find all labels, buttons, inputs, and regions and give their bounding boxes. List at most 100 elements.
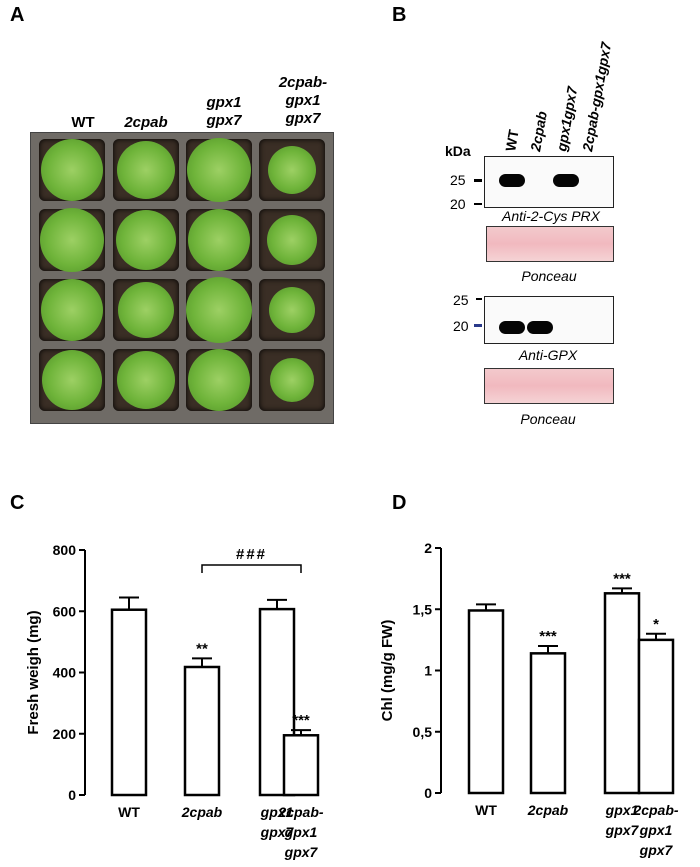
bar: [529, 652, 567, 795]
y-tick-label: 800: [53, 542, 77, 558]
ponceau-stain-1: [486, 226, 614, 262]
lane-label-gpx1gpx7: gpx1gpx7: [553, 84, 580, 153]
panel-label-c: C: [10, 492, 25, 514]
caption-anti-2-cys-prx: Anti-2-Cys PRX: [501, 208, 601, 224]
marker-tick: [474, 179, 482, 182]
category-label: gpx7: [605, 822, 640, 838]
category-label: 2cpab: [181, 804, 223, 820]
y-tick-label: 1: [424, 663, 432, 679]
plant-pot: [259, 279, 325, 341]
rosette: [117, 351, 175, 409]
rosette: [117, 141, 175, 199]
rosette: [186, 277, 252, 343]
column-header-2cpab-gpx1-gpx7: 2cpab- gpx1 gpx7: [278, 74, 328, 127]
lane-label-2cpab: 2cpab: [527, 109, 550, 153]
y-tick-label: 0: [68, 787, 76, 803]
column-header-gpx1-gpx7: gpx1 gpx7: [206, 94, 242, 129]
rosette: [42, 350, 102, 410]
lane-label-wt: WT: [502, 128, 522, 153]
plant-pot: [39, 208, 105, 272]
plant-pot: [39, 349, 105, 411]
blot-anti-2-cys-prx: [484, 156, 614, 208]
panel-label-d: D: [392, 492, 407, 514]
protein-band: [499, 174, 525, 187]
category-label: gpx1: [260, 804, 294, 820]
marker-tick: [474, 203, 482, 205]
plant-pot: [186, 277, 252, 343]
rosette: [269, 287, 315, 333]
rosette: [268, 146, 316, 194]
category-label: WT: [118, 804, 140, 820]
category-label: gpx1: [284, 824, 318, 840]
bar: [110, 608, 148, 797]
category-label: gpx7: [260, 824, 295, 840]
category-label: gpx1: [605, 802, 639, 818]
comparison-bracket: [201, 564, 302, 573]
panel-label-b: B: [392, 4, 407, 26]
bar: [282, 734, 320, 797]
y-tick-label: 1,5: [413, 601, 433, 617]
plant-pot: [113, 279, 179, 341]
bar: [467, 609, 505, 795]
plant-pot: [113, 209, 179, 271]
ponceau-stain-2: [484, 368, 614, 404]
plant-pot: [113, 139, 179, 201]
significance-marker: ***: [539, 628, 557, 645]
plant-pot: [113, 349, 179, 411]
column-header-wt: WT: [71, 114, 95, 131]
y-tick-label: 400: [53, 665, 77, 681]
rosette: [270, 358, 314, 402]
plant-pot: [186, 349, 252, 411]
plant-pot: [186, 209, 252, 271]
significance-marker: **: [196, 640, 208, 657]
panel-label-a: A: [10, 4, 25, 26]
category-label: gpx7: [284, 844, 319, 860]
y-tick-label: 600: [53, 603, 77, 619]
plant-pot: [39, 139, 105, 201]
bar: [637, 638, 675, 795]
lane-labels: WT 2cpab gpx1gpx7 2cpab-gpx1gpx7: [502, 40, 614, 154]
significance-marker: *: [653, 616, 659, 633]
rosette: [187, 138, 251, 202]
y-tick-label: 0,5: [413, 724, 433, 740]
lane-label-2cpab-gpx1gpx7: 2cpab-gpx1gpx7: [579, 40, 614, 154]
chart-fresh-weight: 0 200 400 600 800 Fresh weigh (mg) WT ** 2cpab gp…: [25, 542, 324, 860]
comparison-label: ###: [236, 546, 267, 563]
plant-pot: [259, 349, 325, 411]
marker-tick: [474, 324, 482, 327]
significance-marker: ***: [613, 570, 631, 587]
significance-marker: ***: [292, 712, 310, 729]
caption-ponceau-2: Ponceau: [520, 411, 576, 427]
category-label: 2cpab: [527, 802, 569, 818]
bar: [183, 665, 221, 797]
y-tick-label: 200: [53, 726, 77, 742]
rosette: [41, 279, 103, 341]
protein-band: [527, 321, 553, 334]
plant-pot: [259, 209, 325, 271]
kda-label: kDa: [445, 143, 471, 159]
rosette: [267, 215, 317, 265]
mw-marker-20: 20: [453, 318, 469, 334]
y-tick-label: 0: [424, 785, 432, 801]
category-label: gpx1: [639, 822, 673, 838]
category-label: gpx7: [639, 842, 674, 858]
category-label: 2cpab-: [277, 804, 323, 820]
y-axis-label: Fresh weigh (mg): [25, 610, 42, 734]
caption-anti-gpx: Anti-GPX: [518, 347, 578, 363]
caption-ponceau-1: Ponceau: [521, 268, 577, 284]
column-header-2cpab: 2cpab: [124, 114, 168, 131]
plant-pot: [39, 279, 105, 341]
rosette: [188, 349, 250, 411]
rosette: [116, 210, 176, 270]
protein-band: [499, 321, 525, 334]
mw-marker-25: 25: [453, 292, 469, 308]
rosette: [188, 209, 250, 271]
marker-tick: [476, 298, 482, 300]
rosette: [118, 282, 174, 338]
plant-pot: [186, 138, 252, 202]
plant-pot: [259, 139, 325, 201]
y-tick-label: 2: [424, 540, 432, 556]
y-axis-label: Chl (mg/g FW): [379, 620, 396, 722]
protein-band: [553, 174, 579, 187]
